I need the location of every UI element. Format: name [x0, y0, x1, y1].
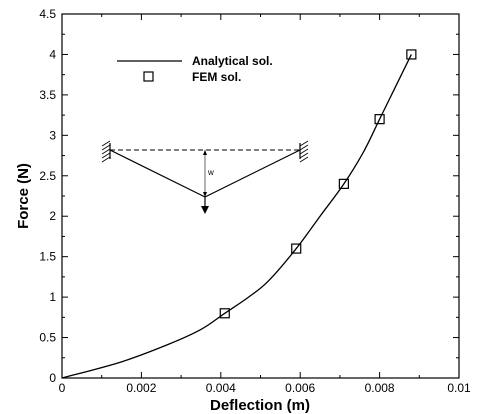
axis-ticks [61, 13, 460, 379]
x-tick-label: 0 [59, 381, 66, 395]
y-axis-title: Force (N) [15, 163, 32, 229]
y-tick-label: 3 [49, 128, 56, 142]
x-axis-title: Deflection (m) [210, 397, 310, 414]
series-line-analytical [61, 54, 412, 379]
x-tick-label: 0.002 [126, 381, 156, 395]
inset-schematic: w [101, 140, 309, 214]
series-markers-fem [219, 49, 417, 319]
fem-point [219, 308, 230, 319]
legend: Analytical sol. FEM sol. [117, 54, 273, 84]
fem-point [291, 243, 302, 254]
y-tick-labels: 0 0.5 1 1.5 2 2.5 3 3.5 4 4.5 [39, 7, 56, 385]
inset-dimension-arrow-top [203, 150, 207, 155]
x-tick-labels: 0 0.002 0.004 0.006 0.008 0.01 [59, 381, 471, 395]
inset-right-hatch [299, 140, 309, 163]
x-tick-label: 0.004 [206, 381, 236, 395]
inset-dimension-arrow-bottom [203, 192, 207, 197]
legend-square-swatch [143, 71, 154, 82]
y-tick-label: 1 [49, 290, 56, 304]
y-tick-label: 4.5 [39, 7, 56, 21]
inset-w-label: w [207, 168, 214, 177]
x-tick-label: 0.006 [285, 381, 315, 395]
x-tick-label: 0.008 [365, 381, 395, 395]
plot-frame [61, 13, 460, 379]
fem-point [406, 49, 417, 60]
y-tick-label: 0.5 [39, 331, 56, 345]
legend-label-analytical: Analytical sol. [192, 54, 273, 68]
legend-label-fem: FEM sol. [192, 70, 241, 84]
y-tick-label: 4 [49, 47, 56, 61]
inset-load-arrow-head [201, 206, 209, 214]
fem-point [338, 178, 349, 189]
y-tick-label: 3.5 [39, 88, 56, 102]
x-tick-label: 0.01 [447, 381, 471, 395]
y-tick-label: 2 [49, 209, 56, 223]
y-tick-label: 2.5 [39, 169, 56, 183]
inset-left-hatch [101, 140, 111, 163]
y-tick-label: 0 [49, 371, 56, 385]
fem-point [374, 114, 385, 125]
y-tick-label: 1.5 [39, 250, 56, 264]
